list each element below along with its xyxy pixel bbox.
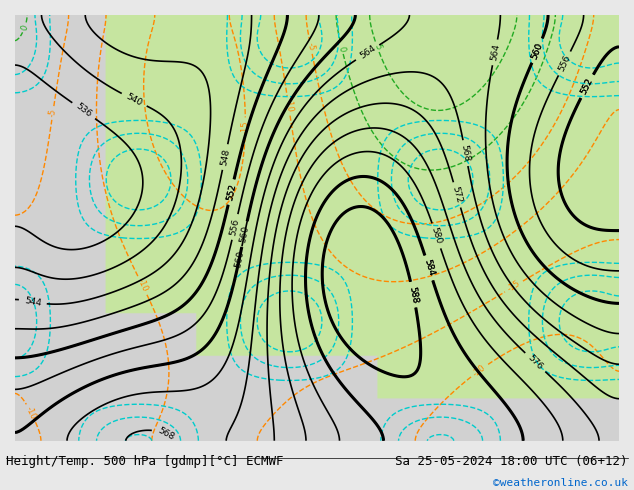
Text: 0: 0 [337, 45, 347, 52]
Text: -10: -10 [24, 405, 38, 421]
Text: 552: 552 [579, 76, 595, 96]
Text: -10: -10 [283, 98, 294, 113]
Text: 576: 576 [526, 353, 545, 371]
Text: 552: 552 [579, 76, 595, 96]
Text: -20: -20 [472, 363, 488, 378]
Text: 552: 552 [225, 183, 237, 201]
Text: 560: 560 [530, 41, 545, 60]
Text: 548: 548 [219, 148, 231, 166]
Text: 5: 5 [372, 43, 382, 51]
Text: 556: 556 [557, 54, 572, 73]
Text: Height/Temp. 500 hPa [gdmp][°C] ECMWF: Height/Temp. 500 hPa [gdmp][°C] ECMWF [6, 455, 284, 468]
Text: -15: -15 [241, 121, 250, 134]
Text: 564: 564 [358, 44, 377, 61]
Text: 584: 584 [422, 258, 436, 277]
Text: 588: 588 [407, 285, 419, 304]
Text: 556: 556 [229, 218, 241, 236]
Text: 552: 552 [225, 183, 237, 201]
Text: 540: 540 [124, 92, 144, 108]
Text: 568: 568 [156, 425, 176, 441]
Text: 580: 580 [430, 226, 443, 245]
Text: 560: 560 [238, 225, 250, 244]
Text: 584: 584 [422, 258, 436, 277]
Text: Sa 25-05-2024 18:00 UTC (06+12): Sa 25-05-2024 18:00 UTC (06+12) [395, 455, 628, 468]
Text: 544: 544 [23, 296, 42, 308]
Text: -5: -5 [48, 108, 58, 118]
Text: 572: 572 [451, 186, 463, 204]
Text: 568: 568 [460, 144, 472, 162]
Text: 0: 0 [20, 24, 30, 31]
Text: 560: 560 [233, 250, 245, 269]
Text: ©weatheronline.co.uk: ©weatheronline.co.uk [493, 478, 628, 488]
Text: 564: 564 [489, 43, 501, 62]
Text: -5: -5 [306, 42, 316, 52]
Text: 588: 588 [407, 285, 419, 304]
Text: 536: 536 [74, 102, 93, 120]
Text: -15: -15 [506, 279, 522, 294]
Text: -10: -10 [136, 277, 149, 293]
Text: 560: 560 [530, 41, 545, 60]
